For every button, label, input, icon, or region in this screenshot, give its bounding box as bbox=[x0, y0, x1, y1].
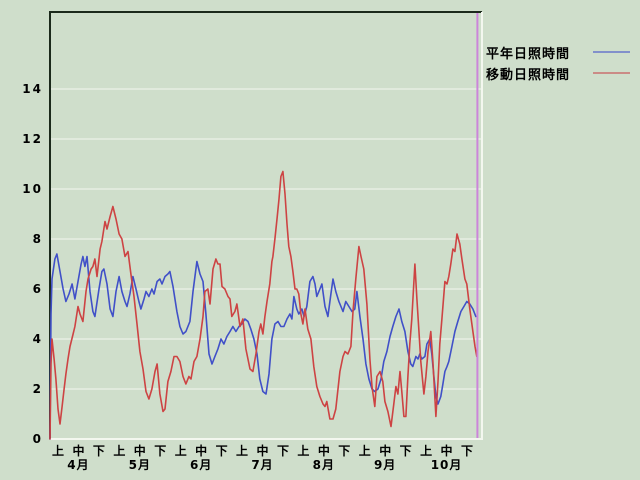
y-tick-label-14: 14 bbox=[22, 82, 43, 96]
x-tick-label: 上 bbox=[236, 443, 248, 458]
x-tick-label: 上 bbox=[175, 443, 187, 458]
x-tick-label: 上 bbox=[297, 443, 309, 458]
x-tick-label: 中 bbox=[379, 443, 391, 458]
month-label: 10月 bbox=[431, 458, 463, 472]
x-tick-label: 上 bbox=[52, 443, 64, 458]
x-tick-label: 下 bbox=[400, 444, 412, 458]
legend-line-moving bbox=[593, 72, 630, 74]
y-tick-label-0: 0 bbox=[33, 432, 43, 446]
legend-item-moving: 移動日照時間 bbox=[486, 65, 636, 83]
legend-line-normal bbox=[593, 51, 630, 53]
x-tick-label: 上 bbox=[113, 443, 125, 458]
x-tick-label: 下 bbox=[216, 444, 228, 458]
series-line-normal bbox=[49, 253, 477, 440]
month-label: 7月 bbox=[251, 458, 273, 472]
y-tick-label-6: 6 bbox=[33, 282, 43, 296]
month-label: 4月 bbox=[67, 458, 89, 472]
x-tick-label: 下 bbox=[338, 444, 350, 458]
legend-label-moving: 移動日照時間 bbox=[486, 67, 571, 83]
x-tick-label: 下 bbox=[461, 444, 473, 458]
y-tick-label-2: 2 bbox=[33, 382, 43, 396]
month-label: 8月 bbox=[313, 458, 335, 472]
y-tick-label-12: 12 bbox=[22, 132, 43, 146]
series-line-moving bbox=[49, 170, 478, 440]
x-tick-label: 中 bbox=[72, 443, 84, 458]
x-tick-label: 下 bbox=[93, 444, 105, 458]
x-tick-label: 上 bbox=[359, 443, 371, 458]
x-tick-label: 中 bbox=[318, 443, 330, 458]
month-label: 5月 bbox=[129, 458, 151, 472]
legend-label-normal: 平年日照時間 bbox=[486, 46, 571, 62]
x-tick-label: 中 bbox=[441, 443, 453, 458]
x-tick-label: 上 bbox=[420, 443, 432, 458]
x-tick-label: 下 bbox=[154, 444, 166, 458]
legend-item-normal: 平年日照時間 bbox=[486, 44, 636, 62]
x-tick-label: 中 bbox=[195, 443, 207, 458]
y-tick-label-10: 10 bbox=[22, 182, 43, 196]
month-label: 9月 bbox=[374, 458, 396, 472]
month-label: 6月 bbox=[190, 458, 212, 472]
x-tick-label: 中 bbox=[256, 443, 268, 458]
x-tick-label: 下 bbox=[277, 444, 289, 458]
y-tick-label-4: 4 bbox=[33, 332, 43, 346]
y-tick-label-8: 8 bbox=[33, 232, 43, 246]
legend: 平年日照時間 移動日照時間 bbox=[486, 44, 636, 83]
x-tick-label: 中 bbox=[134, 443, 146, 458]
